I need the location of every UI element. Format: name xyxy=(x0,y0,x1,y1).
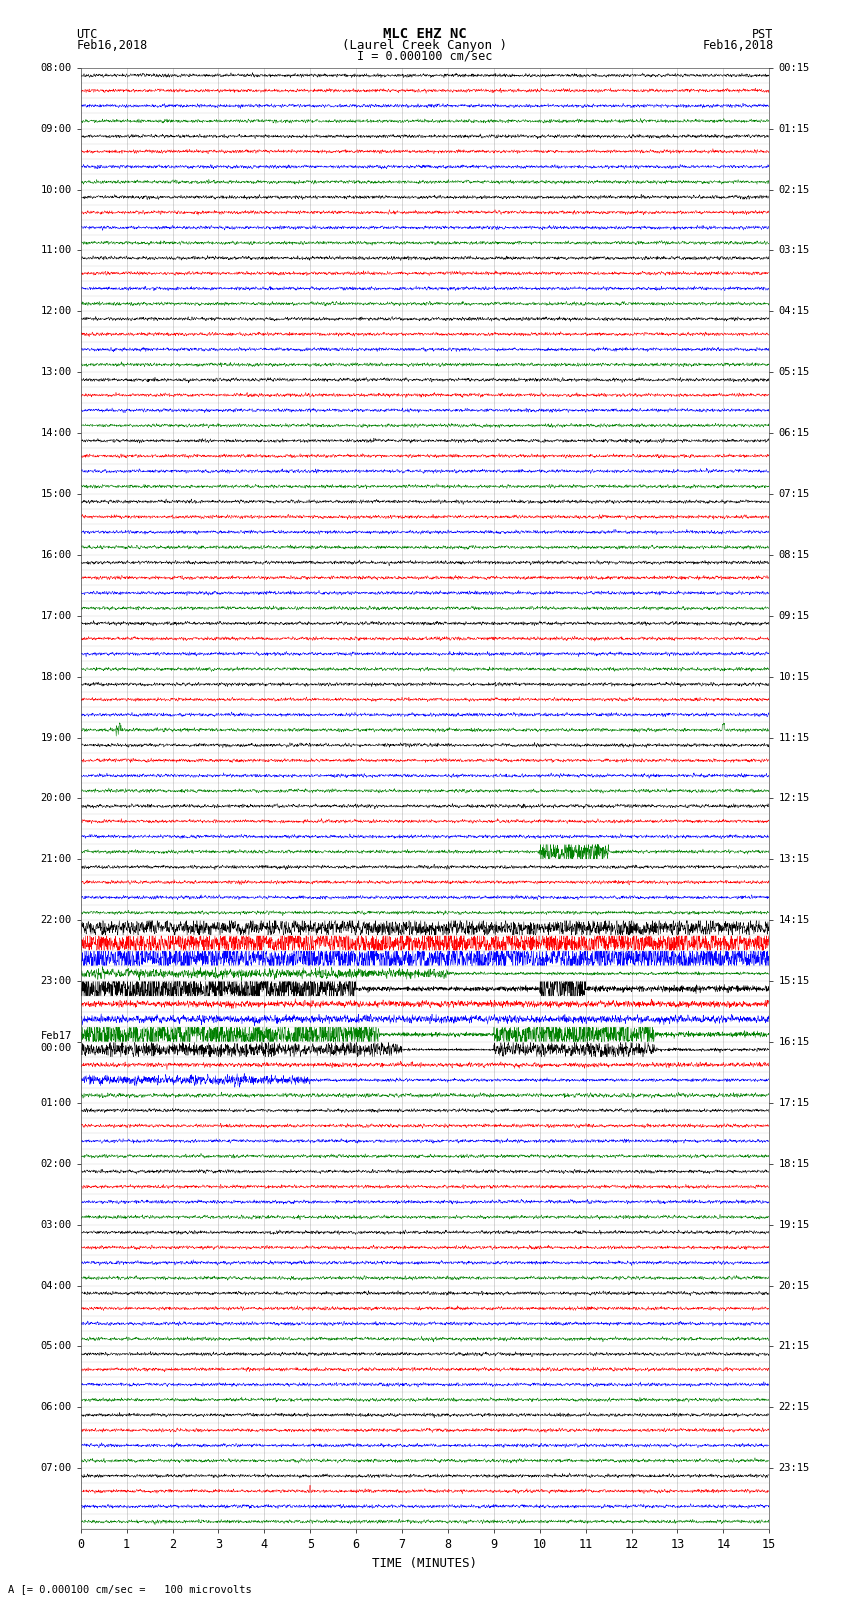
Text: Feb16,2018: Feb16,2018 xyxy=(702,39,774,52)
Text: UTC: UTC xyxy=(76,27,98,40)
Text: Feb16,2018: Feb16,2018 xyxy=(76,39,148,52)
Text: A [= 0.000100 cm/sec =   100 microvolts: A [= 0.000100 cm/sec = 100 microvolts xyxy=(8,1584,252,1594)
Text: I = 0.000100 cm/sec: I = 0.000100 cm/sec xyxy=(357,50,493,63)
Text: MLC EHZ NC: MLC EHZ NC xyxy=(383,27,467,40)
Text: PST: PST xyxy=(752,27,774,40)
Text: (Laurel Creek Canyon ): (Laurel Creek Canyon ) xyxy=(343,39,507,52)
X-axis label: TIME (MINUTES): TIME (MINUTES) xyxy=(372,1557,478,1569)
